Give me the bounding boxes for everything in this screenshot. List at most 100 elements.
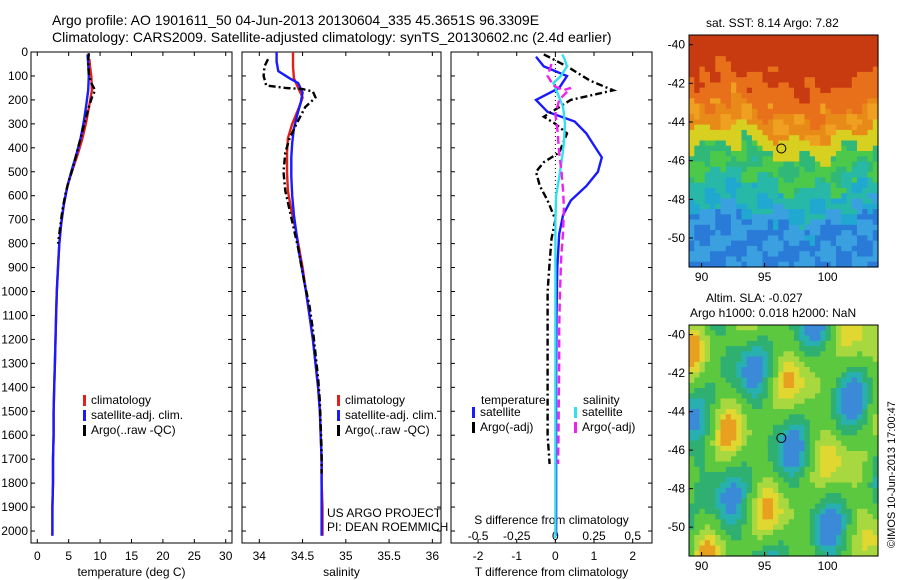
map-cell: [836, 77, 842, 84]
map-cell: [857, 71, 863, 78]
map-cell: [820, 124, 827, 131]
map-cell: [699, 372, 706, 379]
map-cell: [694, 93, 701, 99]
map-cell: [731, 156, 737, 163]
map-cell: [851, 35, 858, 41]
map-cell: [815, 393, 821, 400]
legend-swatch: [574, 407, 577, 418]
map-cell: [836, 66, 842, 73]
map-cell: [741, 514, 748, 520]
map-cell: [799, 419, 806, 426]
map-cell: [762, 219, 769, 226]
map-cell: [725, 472, 732, 478]
map-cell: [809, 35, 816, 41]
map-cell: [694, 40, 701, 47]
map-cell: [746, 230, 753, 236]
map-cell: [815, 466, 821, 473]
map-cell: [704, 45, 711, 52]
map-cell: [783, 524, 790, 531]
map-cell: [710, 435, 716, 442]
map-cell: [836, 351, 842, 358]
map-cell: [788, 93, 795, 99]
map-cell: [820, 335, 827, 342]
map-cell: [710, 172, 716, 178]
map-cell: [809, 145, 816, 152]
map-cell: [778, 71, 785, 78]
map-cell: [788, 166, 795, 173]
map-cell: [715, 77, 722, 84]
map-cell: [788, 519, 795, 526]
map-cell: [773, 419, 779, 426]
map-cell: [820, 35, 827, 41]
map-cell: [830, 382, 837, 389]
map-cell: [699, 56, 706, 62]
map-cell: [851, 177, 858, 184]
map-cell: [704, 114, 711, 120]
map-cell: [741, 419, 748, 426]
map-cell: [731, 356, 737, 363]
map-cell: [867, 430, 874, 436]
depth-tick-label: 1200: [1, 332, 28, 346]
map-cell: [815, 398, 821, 405]
map-cell: [820, 256, 827, 263]
map-cell: [741, 50, 748, 57]
map-cell: [773, 156, 779, 163]
map-cell: [731, 388, 737, 394]
map-cell: [825, 87, 832, 94]
map-cell: [825, 219, 832, 226]
map-cell: [799, 177, 806, 184]
map-cell: [862, 145, 869, 152]
map-cell: [846, 503, 853, 510]
map-cell: [746, 535, 753, 541]
map-cell: [767, 182, 774, 189]
map-cell: [710, 50, 716, 57]
map-cell: [841, 424, 848, 431]
map-cell: [704, 524, 711, 531]
map-cell: [778, 409, 785, 415]
map-cell: [830, 545, 837, 552]
x-tick-label: 0: [552, 549, 559, 563]
map-cell: [762, 540, 769, 547]
map-cell: [689, 377, 695, 384]
map-cell: [820, 214, 827, 221]
map-cell: [773, 198, 779, 205]
map-cell: [767, 161, 774, 168]
map-cell: [778, 393, 785, 400]
map-cell: [694, 493, 701, 499]
map-cell: [689, 535, 695, 541]
map-cell: [762, 119, 769, 126]
map-cell: [694, 550, 701, 557]
map-cell: [710, 82, 716, 89]
map-cell: [752, 403, 758, 410]
map-cell: [809, 367, 816, 373]
legend-label: Argo(..raw -QC): [91, 423, 176, 437]
map-cell: [699, 66, 706, 73]
map-cell: [699, 82, 706, 89]
map-cell: [841, 251, 848, 258]
map-cell: [715, 382, 722, 389]
map-cell: [809, 98, 816, 105]
map-cell: [778, 166, 785, 173]
map-cell: [794, 440, 800, 447]
map-cell: [867, 87, 874, 94]
map-cell: [704, 498, 711, 505]
map-cell: [862, 193, 869, 200]
map-cell: [830, 461, 837, 468]
map-cell: [815, 56, 821, 62]
map-cell: [820, 377, 827, 384]
map-cell: [867, 124, 874, 131]
map-cell: [752, 456, 758, 463]
map-cell: [694, 340, 701, 347]
map-cell: [694, 377, 701, 384]
map-cell: [825, 93, 832, 99]
map-cell: [731, 245, 737, 252]
map-cell: [857, 361, 863, 368]
map-cell: [731, 177, 737, 184]
map-cell: [731, 466, 737, 473]
map-cell: [788, 377, 795, 384]
map-cell: [851, 108, 858, 115]
map-cell: [846, 219, 853, 226]
map-cell: [820, 361, 827, 368]
map-cell: [773, 514, 779, 520]
map-cell: [857, 498, 863, 505]
